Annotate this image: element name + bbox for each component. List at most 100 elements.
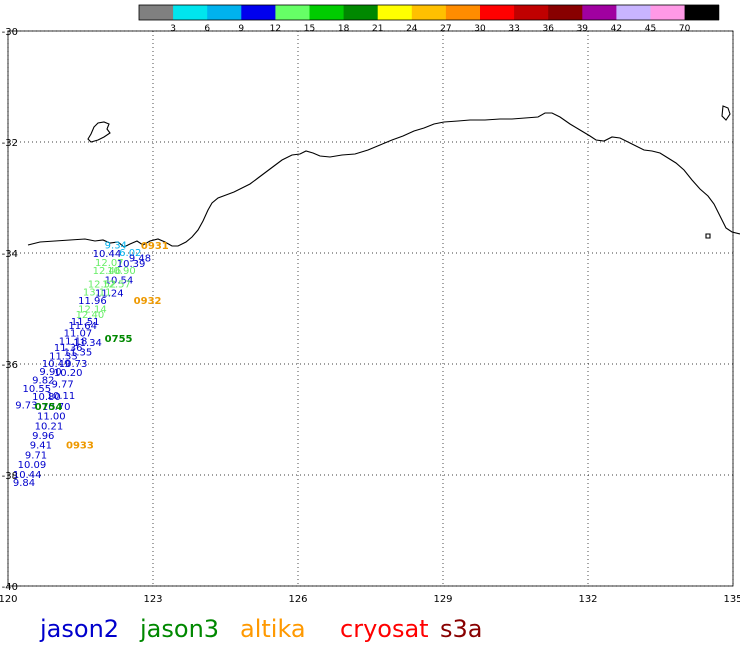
- colorbar-tick-label: 33: [508, 24, 519, 34]
- swh-value-label: 10.90: [107, 266, 136, 277]
- swh-value-label: 10.11: [47, 391, 76, 402]
- lon-tick-label: 126: [288, 594, 307, 605]
- lon-tick-label: 129: [433, 594, 452, 605]
- swh-value-label: 11.18: [59, 337, 88, 348]
- colorbar-swatch: [309, 5, 345, 20]
- legend-item-jason2: jason2: [40, 615, 120, 643]
- legend-item-s3a: s3a: [440, 615, 483, 643]
- swh-value-label: 12.14: [78, 304, 107, 315]
- swh-value-label: 13.11: [83, 288, 112, 299]
- colorbar-tick-label: 30: [474, 24, 486, 34]
- colorbar-swatch: [275, 5, 310, 20]
- colorbar-tick-label: 27: [440, 24, 451, 34]
- swh-value-label: 11.07: [64, 328, 93, 339]
- colorbar-tick-label: 18: [338, 24, 350, 34]
- pass-id-label: 0754: [35, 402, 63, 413]
- swh-value-label: 12.57: [102, 279, 131, 290]
- lon-tick-label: 120: [0, 594, 18, 605]
- swh-value-label: 10.70: [42, 402, 71, 413]
- swh-value-label: 6.02: [119, 248, 141, 259]
- colorbar-tick-label: 70: [679, 24, 691, 34]
- legend-item-jason3: jason3: [140, 615, 220, 643]
- colorbar-tick-label: 15: [304, 24, 315, 34]
- colorbar-swatch: [650, 5, 686, 20]
- swh-value-label: 11.00: [37, 412, 66, 423]
- swh-value-label: 9.71: [25, 450, 47, 461]
- island-west: [87, 121, 111, 143]
- lat-tick-label: -32: [2, 138, 18, 149]
- colorbar-tick-label: 45: [645, 24, 656, 34]
- colorbar-frame: [138, 4, 720, 21]
- lat-tick-label: -34: [2, 249, 18, 260]
- swh-value-label: 11.64: [68, 321, 97, 332]
- colorbar-swatch: [514, 5, 549, 20]
- track-labels: 9.3410.446.029.4812.0710.3912.4610.9010.…: [13, 241, 151, 490]
- pass-labels: 0931 0932 0755 0754 0933: [35, 241, 169, 451]
- swh-value-label: 11.96: [78, 296, 107, 307]
- map-frame: [7, 30, 734, 587]
- colorbar-swatch: [548, 5, 583, 20]
- colorbar-tick-label: 24: [406, 24, 418, 34]
- colorbar-tick-label: 9: [238, 24, 244, 34]
- swh-value-label: 11.24: [95, 288, 124, 299]
- colorbar-swatch: [377, 5, 413, 20]
- swh-value-label: 10.44: [93, 249, 122, 260]
- colorbar-swatch: [616, 5, 651, 20]
- island-small-east: [705, 233, 711, 239]
- swh-value-label: 11.51: [71, 317, 100, 328]
- swh-value-label: 10.20: [54, 368, 83, 379]
- colorbar-tick-label: 39: [577, 24, 589, 34]
- colorbar-swatch: [445, 5, 481, 20]
- lat-tick-label: -38: [2, 471, 18, 482]
- lat-lon-grid: [7, 30, 734, 587]
- colorbar-swatch: [480, 5, 515, 20]
- swh-value-label: 11.33: [49, 352, 78, 363]
- swh-value-label: 10.54: [105, 276, 134, 287]
- lat-tick-label: -30: [2, 27, 18, 38]
- lon-tick-label: 135: [723, 594, 740, 605]
- legend-item-altika: altika: [240, 615, 306, 643]
- swh-value-label: 9.96: [32, 431, 54, 442]
- swh-value-label: 10.39: [117, 259, 146, 270]
- colorbar-tick-label: 6: [204, 24, 210, 34]
- colorbar: 3 6 9 12 15 18 21 24 27 30 33 36 39 42 45 70: [138, 4, 720, 34]
- pass-id-label: 0931: [141, 241, 169, 252]
- swh-value-label: 10.55: [23, 384, 52, 395]
- axis-labels: 120 123 126 129 132 135-30-32-34-36-38-40: [0, 27, 740, 605]
- colorbar-swatch: [343, 5, 379, 20]
- pass-id-label: 0933: [66, 440, 94, 451]
- swh-value-label: 9.84: [13, 478, 35, 489]
- swh-value-label: 9.82: [32, 375, 54, 386]
- colorbar-swatch: [207, 5, 242, 20]
- colorbar-swatch: [411, 5, 447, 20]
- lat-tick-label: -36: [2, 360, 18, 371]
- colorbar-swatch: [139, 5, 174, 20]
- legend-item-cryosat: cryosat: [340, 615, 429, 643]
- swh-value-label: 10.21: [35, 421, 64, 432]
- swh-value-label: 9.77: [52, 379, 74, 390]
- colorbar-tick-label: 36: [542, 24, 554, 34]
- swh-value-label: 9.34: [105, 241, 127, 252]
- colorbar-tick-label: 21: [372, 24, 383, 34]
- swh-value-label: 10.44: [13, 470, 42, 481]
- swh-value-label: 11.34: [73, 338, 102, 349]
- swh-value-label: 10.80: [32, 392, 61, 403]
- lat-tick-label: -40: [2, 582, 18, 593]
- swh-value-label: 11.36: [54, 343, 83, 354]
- colorbar-swatch: [582, 5, 617, 20]
- colorbar-swatch: [684, 5, 720, 20]
- swh-value-label: 11.35: [64, 348, 93, 359]
- swh-value-label: 9.90: [39, 367, 61, 378]
- swh-value-label: 12.07: [95, 258, 124, 269]
- swh-value-label: 9.73: [15, 400, 37, 411]
- pass-id-label: 0755: [105, 334, 133, 345]
- swh-value-label: 10.49: [42, 359, 71, 370]
- swh-value-label: 10.09: [18, 460, 47, 471]
- island-east: [721, 105, 731, 121]
- coastline: [27, 105, 740, 248]
- swh-value-label: 12.40: [76, 310, 105, 321]
- swh-value-label: 12.52: [88, 279, 117, 290]
- swh-value-label: 12.46: [93, 266, 122, 277]
- swh-value-label: 9.41: [30, 440, 52, 451]
